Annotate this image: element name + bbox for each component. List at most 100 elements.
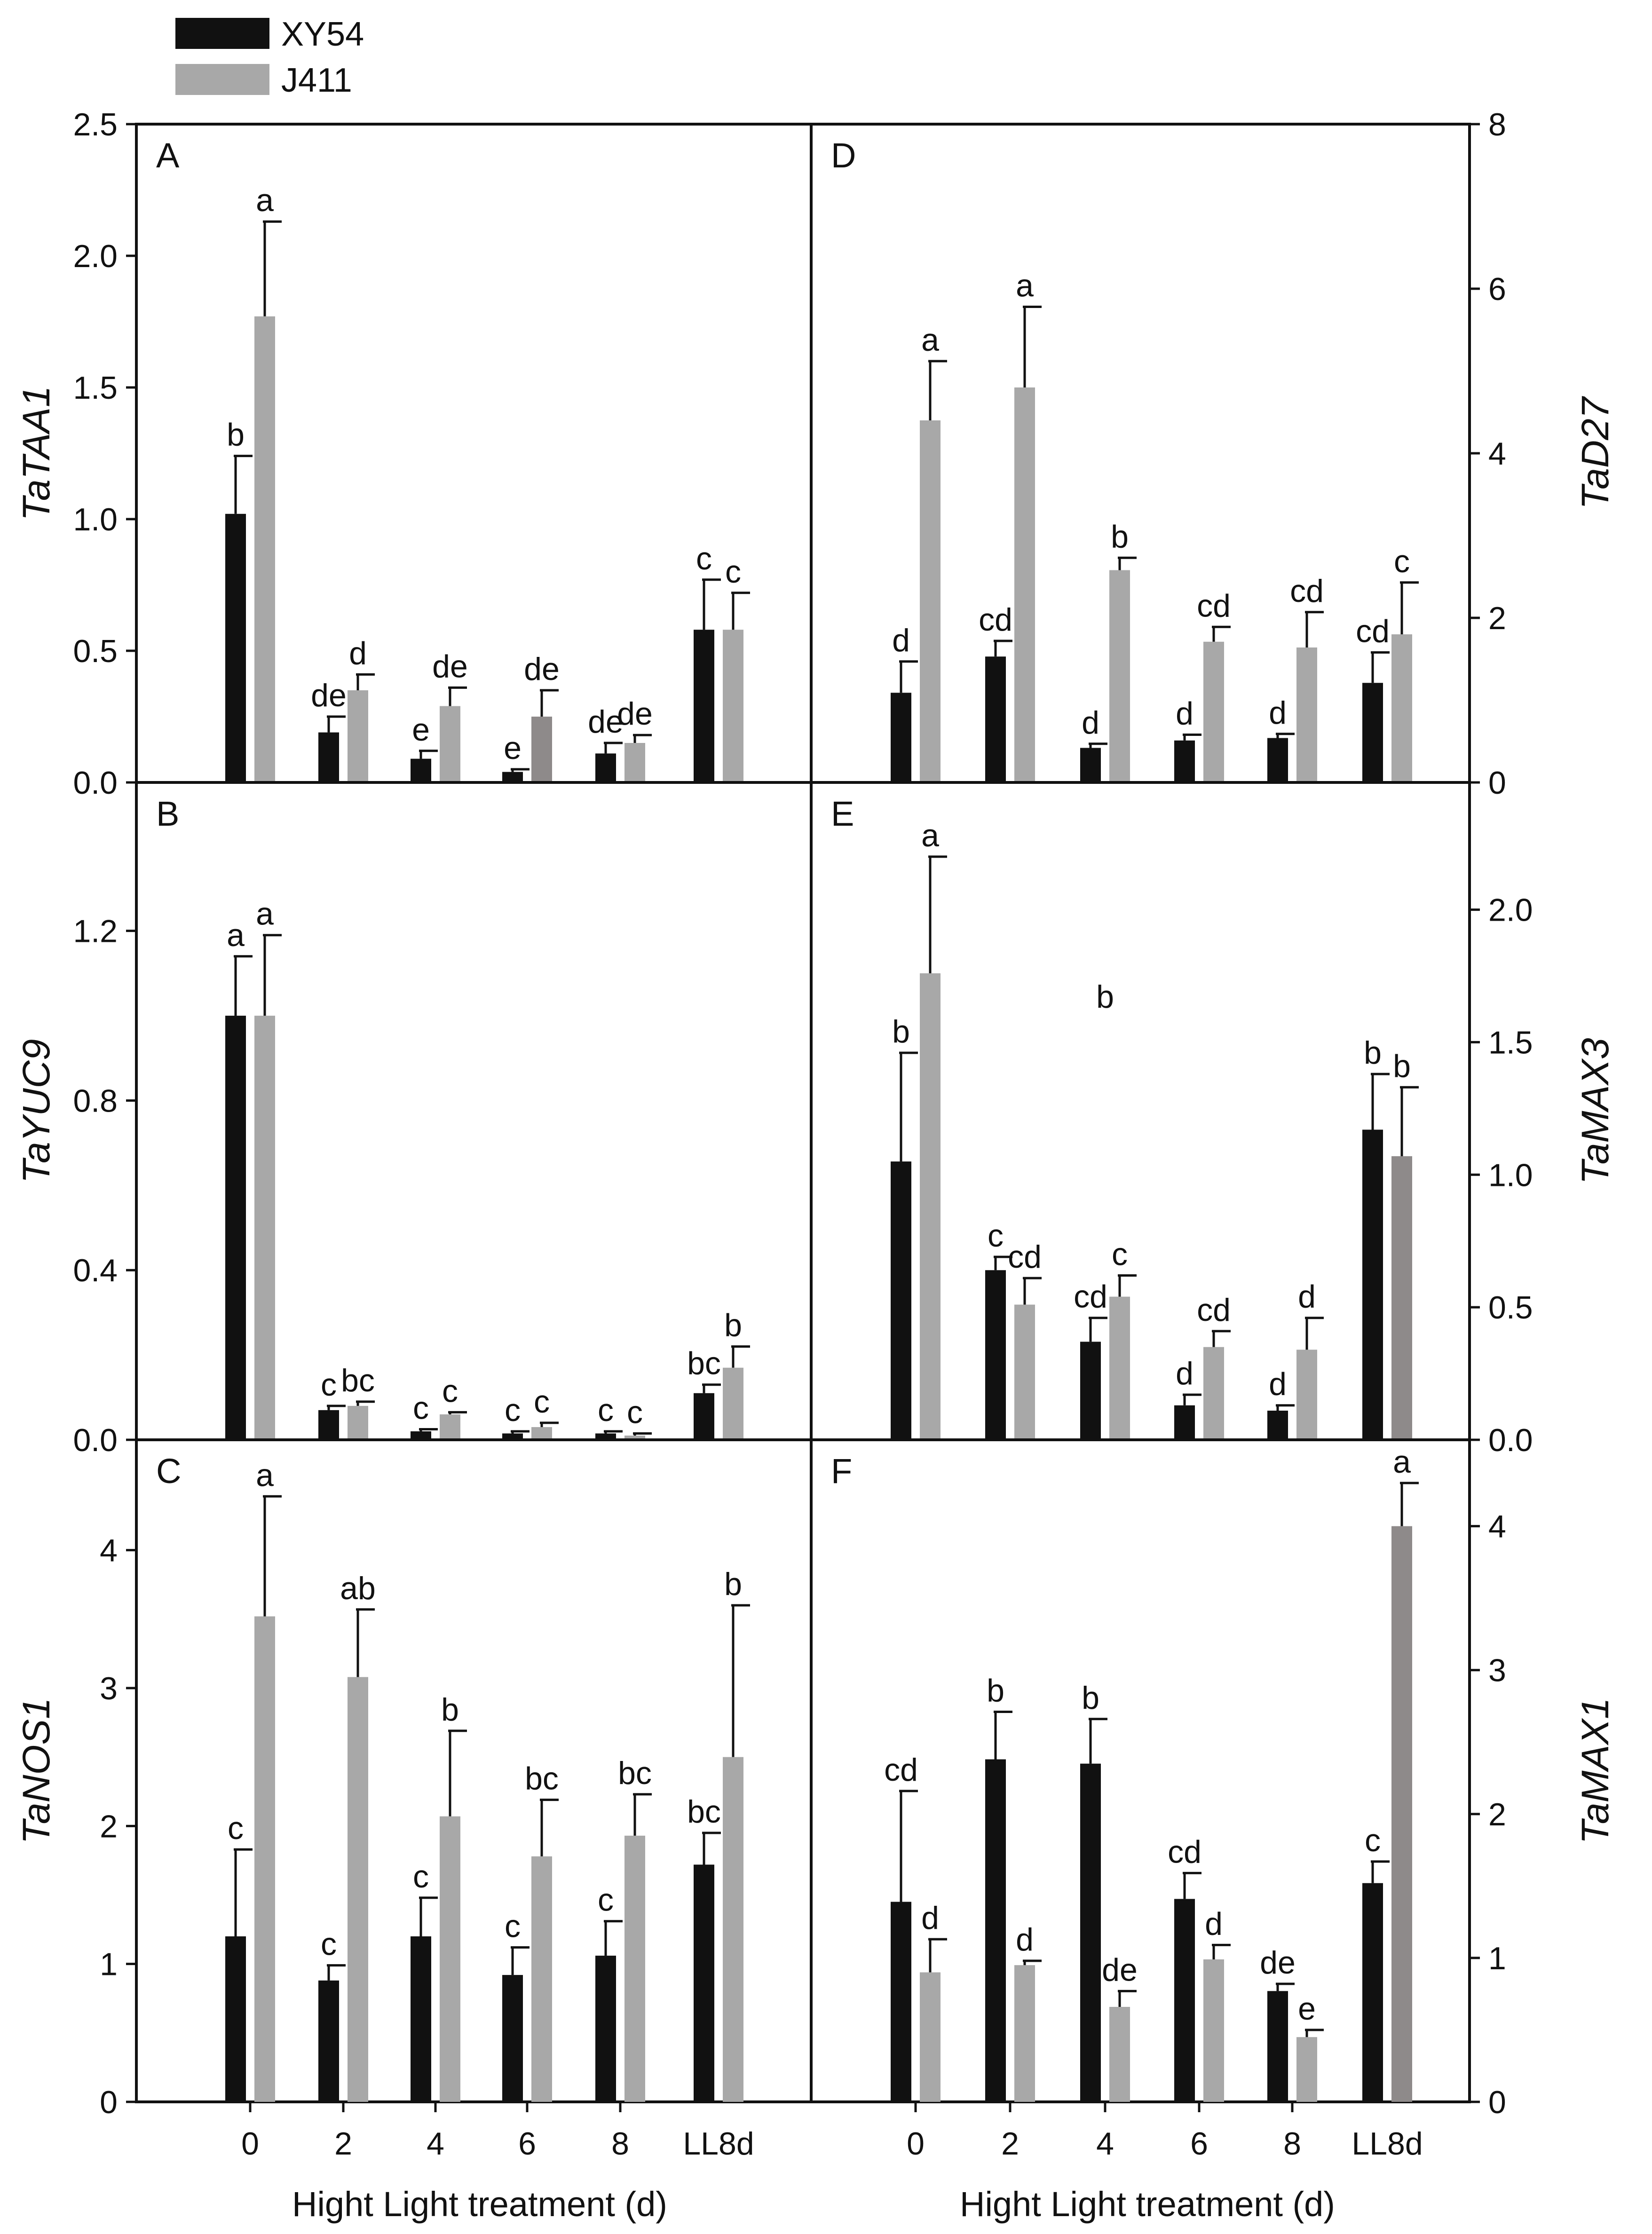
panel-label: B xyxy=(156,794,179,833)
y-tick-label: 0 xyxy=(1488,765,1506,801)
panel-A: 0.00.51.01.52.02.5TaTAA1Abadededeededede… xyxy=(15,107,813,801)
significance-label: c xyxy=(696,541,712,576)
significance-label: a xyxy=(1016,268,1034,304)
significance-label: c xyxy=(1112,1237,1128,1272)
y-axis-title: TaMAX3 xyxy=(1574,1038,1617,1184)
x-axis-title: Hight Light treatment (d) xyxy=(292,2185,667,2224)
bar-j411-0 xyxy=(920,1972,941,2102)
y-axis-title: TaD27 xyxy=(1574,395,1617,509)
x-tick-label: 8 xyxy=(611,2126,629,2162)
bar-j411-4 xyxy=(440,1414,460,1440)
bar-xy54-4 xyxy=(1080,1763,1101,2102)
y-tick-label: 0.0 xyxy=(73,1422,118,1458)
bar-j411-LL8d xyxy=(1391,634,1412,782)
significance-label: cd xyxy=(1008,1239,1042,1275)
significance-label: b xyxy=(1082,1680,1099,1716)
bar-xy54-4 xyxy=(1080,748,1101,782)
significance-label: a xyxy=(921,322,939,358)
significance-label: c xyxy=(442,1373,458,1409)
significance-label: bc xyxy=(618,1755,652,1791)
bar-xy54-6 xyxy=(1174,1899,1195,2102)
significance-label: c xyxy=(534,1384,550,1420)
significance-label: cd xyxy=(1197,588,1231,624)
bar-j411-6 xyxy=(531,717,552,782)
bar-xy54-6 xyxy=(1174,740,1195,782)
y-tick-label: 0.5 xyxy=(1488,1290,1533,1326)
bar-xy54-LL8d xyxy=(694,630,714,782)
x-axis-title-left: Hight Light treatment (d) xyxy=(292,2185,667,2224)
bar-xy54-4 xyxy=(1080,1342,1101,1440)
y-tick-label: 2.0 xyxy=(1488,892,1533,928)
bar-xy54-0 xyxy=(891,1902,911,2102)
bar-j411-8 xyxy=(624,1835,645,2102)
significance-label: c xyxy=(228,1810,244,1846)
bar-j411-8 xyxy=(624,743,645,782)
significance-label: cd xyxy=(1074,1279,1107,1315)
x-tick-label: 8 xyxy=(1283,2126,1301,2162)
significance-label: b xyxy=(441,1692,459,1728)
y-tick-label: 1.2 xyxy=(73,914,118,949)
x-tick-label: 6 xyxy=(1190,2126,1208,2162)
bar-j411-4 xyxy=(440,706,460,782)
significance-label: de xyxy=(588,704,624,740)
y-tick-label: 3 xyxy=(1488,1653,1506,1689)
y-tick-label: 0.0 xyxy=(1488,1422,1533,1458)
significance-label: e xyxy=(504,730,522,766)
bar-j411-4 xyxy=(440,1816,460,2102)
bar-xy54-4 xyxy=(411,758,431,782)
y-tick-label: 1 xyxy=(1488,1941,1506,1976)
bar-xy54-4 xyxy=(411,1431,431,1440)
significance-label: a xyxy=(256,896,274,932)
significance-label: d xyxy=(1205,1906,1223,1942)
significance-label: cd xyxy=(1197,1292,1231,1328)
y-axis-title: TaTAA1 xyxy=(15,386,58,521)
bar-j411-4 xyxy=(1109,570,1130,782)
significance-label: cd xyxy=(884,1752,918,1788)
significance-label: a xyxy=(1393,1444,1411,1480)
x-tick-label: 2 xyxy=(1001,2126,1019,2162)
significance-label: cd xyxy=(1290,573,1324,609)
significance-label: c xyxy=(598,1392,614,1428)
significance-label: cd xyxy=(1168,1834,1201,1870)
bar-xy54-2 xyxy=(318,1410,339,1440)
bar-j411-8 xyxy=(624,1435,645,1440)
x-tick-label: 4 xyxy=(1096,2126,1114,2162)
y-tick-label: 0 xyxy=(1488,2084,1506,2120)
y-tick-label: 0.0 xyxy=(73,765,118,801)
y-tick-label: 2.5 xyxy=(73,107,118,142)
x-tick-label: 2 xyxy=(334,2126,352,2162)
significance-label: a xyxy=(256,1457,274,1493)
bar-xy54-LL8d xyxy=(694,1393,714,1440)
significance-label: cd xyxy=(1356,614,1390,649)
y-tick-label: 0 xyxy=(100,2084,118,2120)
bar-j411-LL8d xyxy=(1391,1526,1412,2102)
significance-label: c xyxy=(1365,1823,1381,1858)
bar-j411-4 xyxy=(1109,2006,1130,2102)
significance-label: b xyxy=(1111,519,1129,554)
x-tick-label: LL8d xyxy=(683,2126,754,2162)
significance-label: b xyxy=(892,1014,910,1050)
y-tick-label: 1.0 xyxy=(1488,1157,1533,1193)
bar-j411-8 xyxy=(1296,1350,1317,1440)
significance-label: de xyxy=(524,651,560,687)
legend-swatch-j411 xyxy=(175,64,269,95)
bar-xy54-0 xyxy=(891,693,911,782)
x-tick-label: 4 xyxy=(427,2126,444,2162)
y-tick-label: 0.8 xyxy=(73,1083,118,1119)
bar-j411-LL8d xyxy=(1391,1156,1412,1440)
significance-label: de xyxy=(1102,1952,1138,1988)
significance-label: b xyxy=(227,417,245,453)
bar-xy54-LL8d xyxy=(694,1864,714,2102)
significance-label: c xyxy=(725,554,741,590)
significance-label: e xyxy=(412,712,430,748)
bar-xy54-2 xyxy=(318,1980,339,2102)
significance-label: b xyxy=(1364,1035,1382,1071)
panel-label: F xyxy=(831,1452,852,1491)
bar-xy54-0 xyxy=(225,513,246,782)
bar-j411-6 xyxy=(531,1427,552,1440)
bar-xy54-2 xyxy=(985,1759,1006,2102)
bar-j411-2 xyxy=(348,1677,368,2102)
